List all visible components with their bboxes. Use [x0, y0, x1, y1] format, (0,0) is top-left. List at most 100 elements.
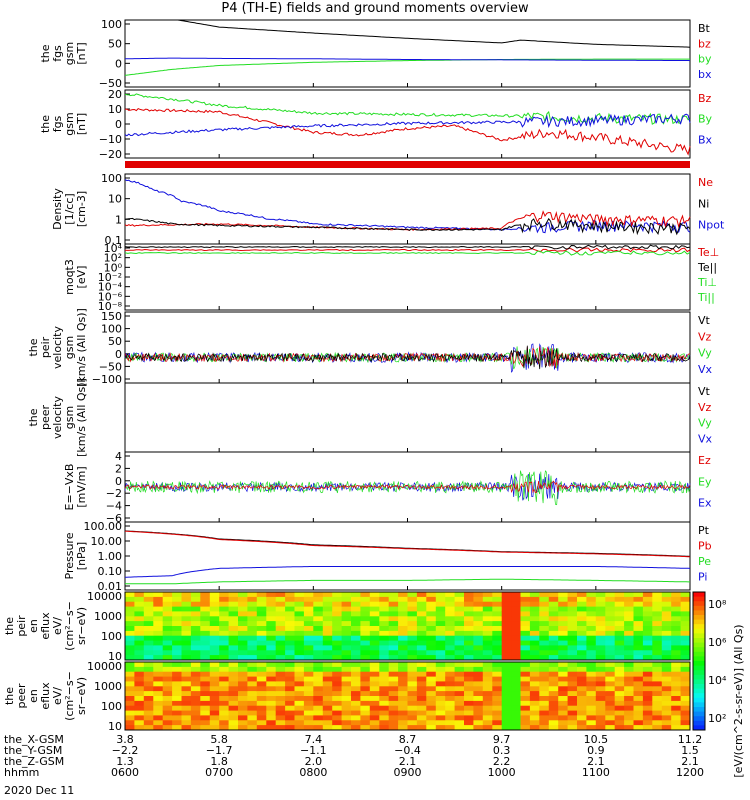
spectrogram-cell — [501, 606, 512, 612]
spectrogram-cell — [247, 700, 258, 707]
spectrogram-cell — [661, 666, 672, 673]
spectrogram-cell — [435, 645, 446, 651]
spectrogram-cell — [369, 601, 380, 608]
spectrogram-cell — [190, 621, 201, 627]
spectrogram-cell — [539, 710, 550, 716]
spectrogram-cell — [143, 626, 154, 632]
spectrogram-cell — [680, 596, 691, 603]
spectrogram-cell — [313, 725, 324, 731]
spectrogram-cell — [558, 601, 569, 608]
spectrogram-cell — [379, 662, 390, 668]
spectrogram-cell — [661, 662, 672, 668]
spectrogram-cell — [228, 640, 239, 646]
spectrogram-cell — [492, 666, 503, 673]
spectrogram-cell — [426, 650, 437, 656]
spectrogram-cell — [294, 715, 305, 721]
spectrogram-cell — [341, 640, 352, 646]
spectrogram-cell — [633, 626, 644, 632]
spectrogram-cell — [642, 725, 653, 731]
y-tick-label: 10 — [108, 650, 122, 663]
spectrogram-cell — [577, 691, 587, 697]
y-tick-label: −2 — [106, 487, 122, 500]
spectrogram-cell — [379, 681, 390, 687]
spectrogram-cell — [369, 666, 380, 673]
spectrogram-cell — [143, 596, 154, 603]
y-tick-label: 10⁴ — [104, 242, 123, 255]
spectrogram-cell — [454, 696, 465, 702]
y-tick-label: 50 — [108, 38, 122, 51]
spectrogram-cell — [247, 596, 258, 603]
spectrogram-cell — [125, 720, 135, 726]
spectrogram-cell — [558, 596, 569, 603]
y-tick-label: 10 — [108, 193, 122, 206]
y-axis-label: peer — [39, 405, 52, 431]
spectrogram-cell — [661, 700, 672, 707]
spectrogram-cell — [369, 655, 380, 661]
spectrogram-cell — [209, 700, 220, 707]
spectrogram-cell — [407, 621, 418, 627]
aux-axis-value: 7.4 — [305, 733, 323, 746]
spectrogram-cell — [200, 691, 211, 697]
spectrogram-cell — [303, 640, 314, 646]
spectrogram-cell — [567, 621, 578, 627]
spectrogram-cell — [200, 705, 211, 712]
spectrogram-cell — [426, 601, 437, 608]
legend-entry: Vx — [698, 363, 713, 376]
spectrogram-cell — [671, 645, 682, 651]
spectrogram-cell — [548, 710, 559, 716]
spectrogram-cell — [407, 626, 418, 632]
spectrogram-cell — [256, 710, 267, 716]
spectrogram-cell — [652, 681, 663, 687]
spectrogram-cell — [539, 621, 550, 627]
spectrogram-cell — [624, 626, 634, 632]
aux-axis-value: 9.7 — [493, 733, 511, 746]
spectrogram-cell — [426, 611, 437, 617]
series-Bt — [125, 19, 691, 48]
spectrogram-cell — [614, 655, 625, 661]
spectrogram-cell — [454, 676, 465, 682]
spectrogram-cell — [416, 691, 427, 697]
spectrogram-cell — [407, 601, 418, 608]
spectrogram-cell — [567, 691, 578, 697]
spectrogram-cell — [219, 616, 230, 622]
spectrogram-cell — [407, 606, 418, 612]
spectrogram-cell — [454, 715, 465, 721]
spectrogram-cell — [181, 601, 192, 608]
spectrogram-cell — [360, 635, 371, 642]
spectrogram-cell — [285, 671, 295, 678]
spectrogram-cell — [558, 666, 569, 673]
spectrogram-cell — [652, 630, 663, 637]
spectrogram-cell — [464, 705, 474, 712]
spectrogram-cell — [426, 725, 437, 731]
spectrogram-cell — [642, 635, 653, 642]
colorbar-tick: 10² — [708, 712, 726, 725]
spectrogram-cell — [162, 681, 173, 687]
spectrogram-cell — [379, 710, 390, 716]
spectrogram-cell — [605, 640, 616, 646]
spectrogram-cell — [162, 655, 173, 661]
spectrogram-cell — [511, 725, 521, 731]
spectrogram-cell — [256, 635, 267, 642]
spectrogram-cell — [671, 671, 682, 678]
spectrogram-cell — [303, 666, 314, 673]
spectrogram-cell — [125, 662, 135, 668]
spectrogram-cell — [294, 705, 305, 712]
spectrogram-cell — [285, 592, 295, 598]
spectrogram-cell — [181, 635, 192, 642]
spectrogram-cell — [577, 630, 587, 637]
spectrogram-cell — [416, 655, 427, 661]
spectrogram-cell — [388, 691, 399, 697]
spectrogram-cell — [511, 686, 521, 692]
spectrogram-cell — [558, 671, 569, 678]
spectrogram-cell — [181, 691, 192, 697]
spectrogram-cell — [435, 725, 446, 731]
colorbar-tick: 10⁶ — [708, 636, 727, 649]
spectrogram-cell — [501, 621, 512, 627]
spectrogram-cell — [435, 720, 446, 726]
spectrogram-cell — [219, 705, 230, 712]
y-axis-label: the — [39, 44, 52, 62]
spectrogram-cell — [605, 691, 616, 697]
spectrogram-cell — [501, 705, 512, 712]
spectrogram-cell — [614, 592, 625, 598]
legend-entry: Ey — [698, 475, 712, 488]
